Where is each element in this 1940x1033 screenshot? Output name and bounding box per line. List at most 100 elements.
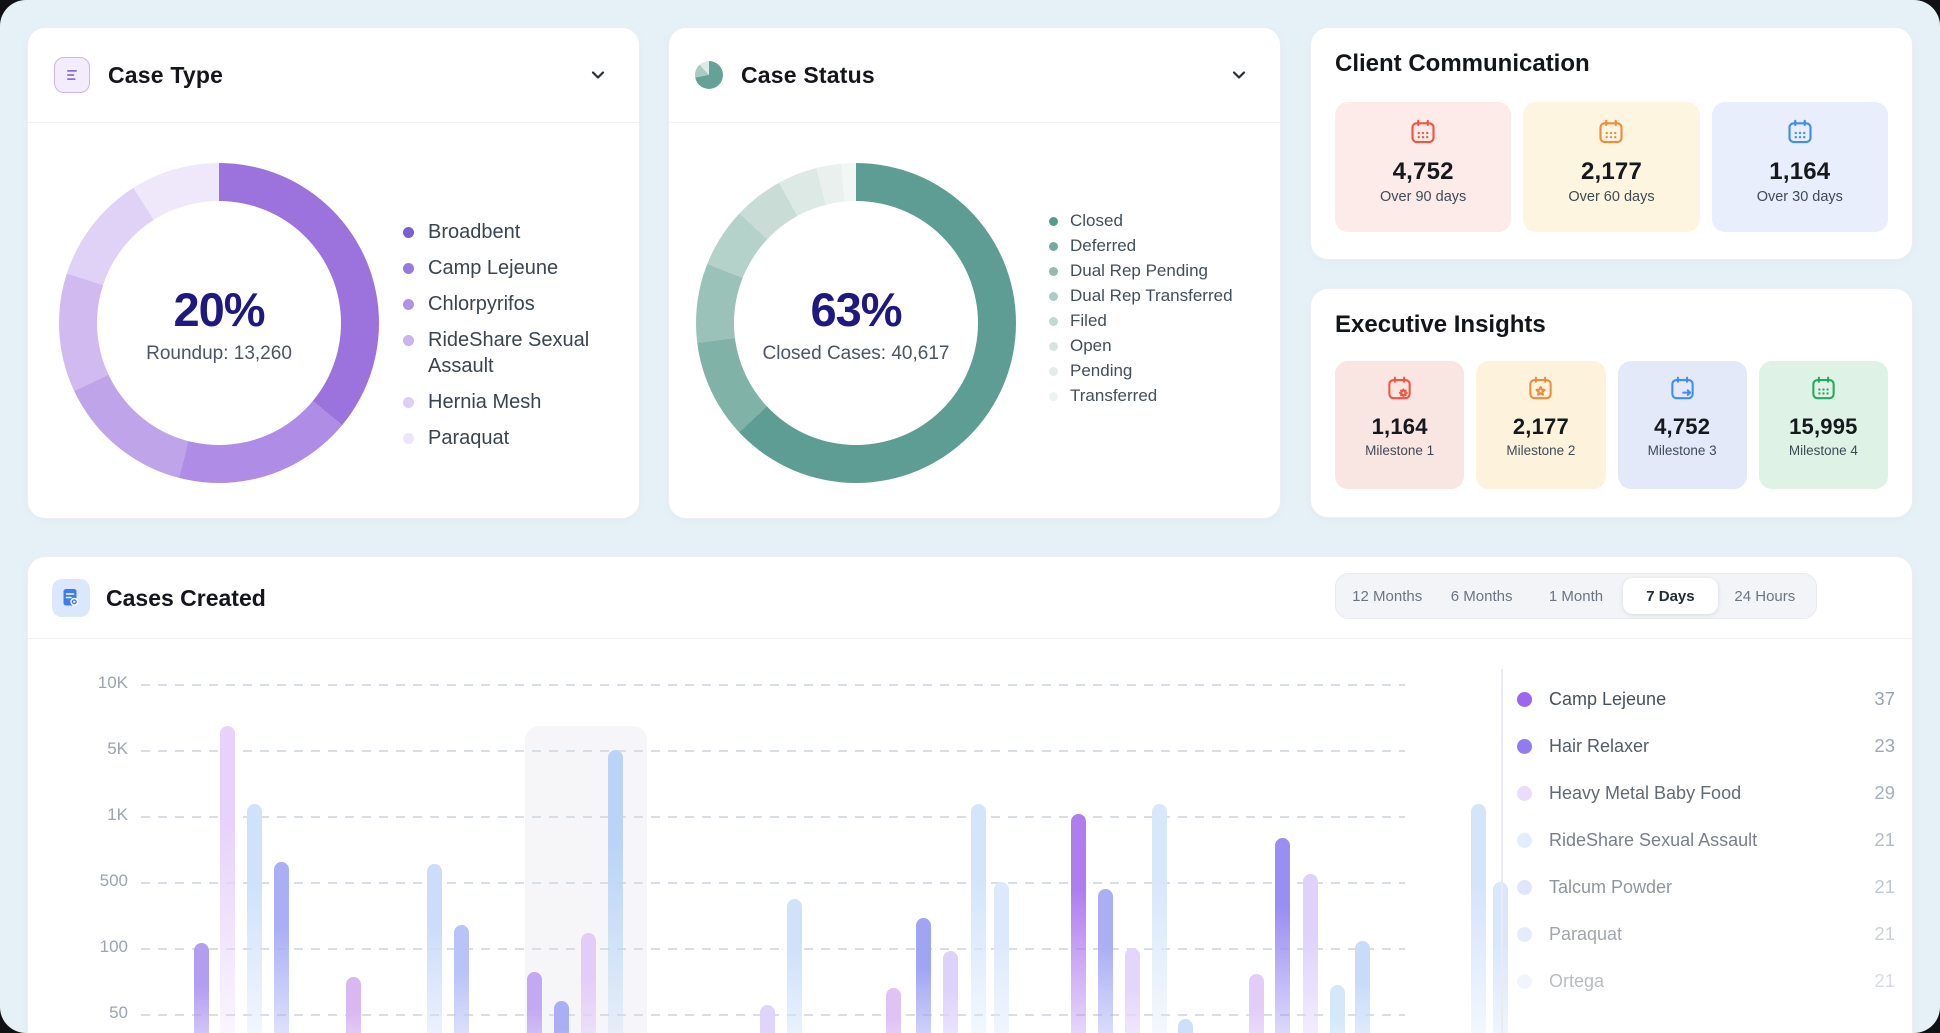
case-status-legend: Closed Deferred Dual Rep Pending Dual Rep T…: [1049, 212, 1294, 412]
range-tab-1-month[interactable]: 1 Month: [1529, 578, 1623, 614]
stat-tile: 4,752 Over 90 days: [1335, 102, 1512, 232]
legend-item: Dual Rep Pending: [1049, 262, 1294, 280]
executive-insights-card: Executive Insights 1,164 Milestone 1 2,17…: [1310, 288, 1913, 518]
legend-label: RideShare Sexual Assault: [1549, 829, 1758, 850]
bar[interactable]: [916, 918, 931, 1033]
cases-created-legend: Camp Lejeune 37 Hair Relaxer 23 Heavy Metal …: [1517, 685, 1895, 1014]
range-tab-24-hours[interactable]: 24 Hours: [1718, 578, 1812, 614]
bar[interactable]: [1125, 948, 1140, 1033]
bar[interactable]: [787, 898, 802, 1033]
legend-label: Closed: [1070, 211, 1123, 230]
tile-value: 4,752: [1654, 414, 1711, 439]
legend-label: Ortega: [1549, 970, 1605, 991]
gridline: [141, 750, 1405, 752]
bar[interactable]: [346, 977, 361, 1033]
legend-value: 21: [1874, 923, 1895, 944]
bar[interactable]: [1330, 984, 1345, 1033]
bar[interactable]: [608, 750, 623, 1033]
legend-value: 37: [1874, 688, 1895, 709]
legend-item: Closed: [1049, 212, 1294, 230]
legend-value: 21: [1874, 829, 1895, 850]
bar[interactable]: [1098, 888, 1113, 1033]
legend-label: Hernia Mesh: [428, 391, 542, 413]
legend-dot: [1049, 366, 1058, 376]
range-tab-12-months[interactable]: 12 Months: [1340, 578, 1434, 614]
tile-label: Over 30 days: [1756, 189, 1843, 205]
bar[interactable]: [1071, 813, 1086, 1033]
legend-item: Transferred: [1049, 387, 1294, 405]
bar[interactable]: [1493, 882, 1508, 1033]
legend-item: Heavy Metal Baby Food 29: [1517, 779, 1895, 807]
tile-value: 2,177: [1580, 158, 1643, 185]
y-axis-label: 500: [99, 871, 128, 890]
case-type-icon: [54, 57, 90, 93]
legend-item: Ortega 21: [1517, 967, 1895, 995]
case-type-donut-chart[interactable]: 20% Roundup: 13,260: [59, 163, 379, 483]
legend-value: 23: [1874, 735, 1895, 756]
legend-label: Transferred: [1070, 386, 1158, 405]
card-title: Client Communication: [1335, 50, 1590, 77]
legend-item: RideShare Sexual Assault: [403, 327, 643, 379]
y-axis-label: 1K: [107, 805, 128, 824]
donut-center: 63% Closed Cases: 40,617: [734, 201, 978, 445]
legend-label: Heavy Metal Baby Food: [1549, 782, 1742, 803]
legend-dot: [1517, 973, 1532, 989]
legend-label: Paraquat: [428, 427, 510, 449]
calendar-icon: [1408, 117, 1438, 147]
range-tab-7-days[interactable]: 7 Days: [1623, 578, 1718, 614]
legend-label: Open: [1070, 336, 1112, 355]
legend-dot: [403, 335, 414, 346]
legend-dot: [403, 299, 414, 310]
case-status-header: Case Status: [669, 28, 1280, 123]
tile-label: Milestone 3: [1647, 443, 1717, 458]
bar[interactable]: [943, 950, 958, 1033]
cases-created-card: Cases Created 12 Months 6 Months 1 Month 7 …: [27, 556, 1913, 1033]
bar[interactable]: [581, 933, 596, 1033]
range-tab-6-months[interactable]: 6 Months: [1434, 578, 1528, 614]
legend-item: Pending: [1049, 362, 1294, 380]
case-status-donut-chart[interactable]: 63% Closed Cases: 40,617: [696, 163, 1016, 483]
bar[interactable]: [1355, 941, 1370, 1033]
cases-created-icon: [52, 579, 90, 617]
bar[interactable]: [527, 971, 542, 1033]
client-communication-card: Client Communication 4,752 Over 90 days 2…: [1310, 27, 1913, 260]
legend-dot: [1049, 316, 1058, 326]
legend-item: Hair Relaxer 23: [1517, 732, 1895, 760]
bar[interactable]: [274, 862, 289, 1033]
legend-item: Broadbent: [403, 219, 643, 245]
bar[interactable]: [1249, 974, 1264, 1033]
bar[interactable]: [554, 1000, 569, 1033]
bar[interactable]: [1275, 838, 1290, 1033]
case-type-header: Case Type: [28, 28, 639, 123]
bar[interactable]: [194, 943, 209, 1033]
legend-label: RideShare Sexual Assault: [428, 329, 590, 377]
legend-label: Chlorpyrifos: [428, 293, 535, 315]
bar[interactable]: [247, 804, 262, 1033]
calendar-gear-icon: [1385, 374, 1414, 403]
bar[interactable]: [1152, 804, 1167, 1033]
bar[interactable]: [454, 924, 469, 1033]
stat-tile: 2,177 Milestone 2: [1476, 361, 1606, 489]
case-type-legend: Broadbent Camp Lejeune Chlorpyrifos RideSha…: [403, 219, 643, 461]
bar[interactable]: [427, 863, 442, 1033]
bar[interactable]: [220, 726, 235, 1033]
bar[interactable]: [760, 1004, 775, 1033]
legend-item: Paraquat: [403, 425, 643, 451]
bar[interactable]: [1471, 804, 1486, 1033]
chevron-down-icon[interactable]: [583, 60, 613, 90]
y-axis-label: 10K: [97, 673, 128, 692]
tile-label: Milestone 2: [1506, 443, 1576, 458]
calendar-star-icon: [1526, 374, 1555, 403]
bar[interactable]: [971, 804, 986, 1033]
legend-label: Deferred: [1070, 236, 1137, 255]
bar[interactable]: [994, 882, 1009, 1033]
card-title: Executive Insights: [1335, 311, 1546, 338]
chevron-down-icon[interactable]: [1224, 60, 1254, 90]
bar[interactable]: [886, 987, 901, 1033]
bar-chart: 10K 5K 1K 500 100 50: [28, 641, 1914, 1033]
legend-item: Filed: [1049, 312, 1294, 330]
bar[interactable]: [1178, 1019, 1193, 1033]
card-title: Cases Created: [106, 585, 266, 611]
legend-item: Deferred: [1049, 237, 1294, 255]
bar[interactable]: [1303, 874, 1318, 1033]
